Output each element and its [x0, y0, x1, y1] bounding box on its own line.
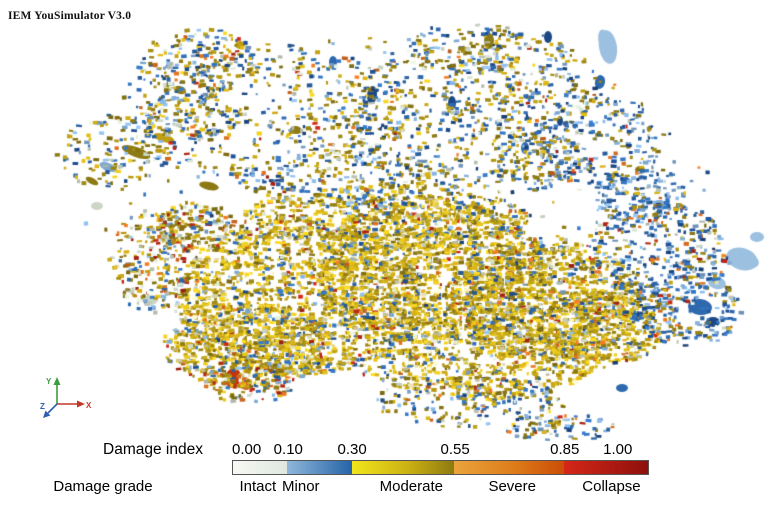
index-tick: 0.85 [550, 441, 580, 458]
index-tick: 0.55 [440, 441, 470, 458]
grade-label: Minor [282, 478, 320, 495]
axis-y-label: Y [46, 377, 52, 386]
index-tick: 0.10 [273, 441, 303, 458]
grade-label: Moderate [379, 478, 443, 495]
damage-grade-label: Damage grade [53, 478, 153, 495]
axis-z: Z [40, 402, 58, 418]
grade-label: Collapse [582, 478, 641, 495]
grade-label: Intact [239, 478, 277, 495]
axis-x-label: X [86, 401, 92, 410]
index-tick: 0.30 [337, 441, 367, 458]
index-tick: 1.00 [603, 441, 633, 458]
grade-labels: Intact Minor Moderate Severe Collapse [232, 478, 649, 496]
axis-y: Y [46, 377, 61, 404]
colorbar [232, 460, 649, 475]
legend: Damage index 0.00 0.10 0.30 0.55 0.85 1.00 Da… [0, 438, 772, 508]
index-tick: 0.00 [231, 441, 262, 458]
axis-z-label: Z [40, 402, 45, 411]
orientation-axes: Y X Z [40, 377, 92, 418]
index-ticks: 0.00 0.10 0.30 0.55 0.85 1.00 [232, 441, 649, 459]
axis-x: X [57, 400, 92, 410]
damage-index-label: Damage index [103, 441, 203, 458]
grade-label: Severe [488, 478, 536, 495]
app-title: IEM YouSimulator V3.0 [8, 10, 132, 22]
